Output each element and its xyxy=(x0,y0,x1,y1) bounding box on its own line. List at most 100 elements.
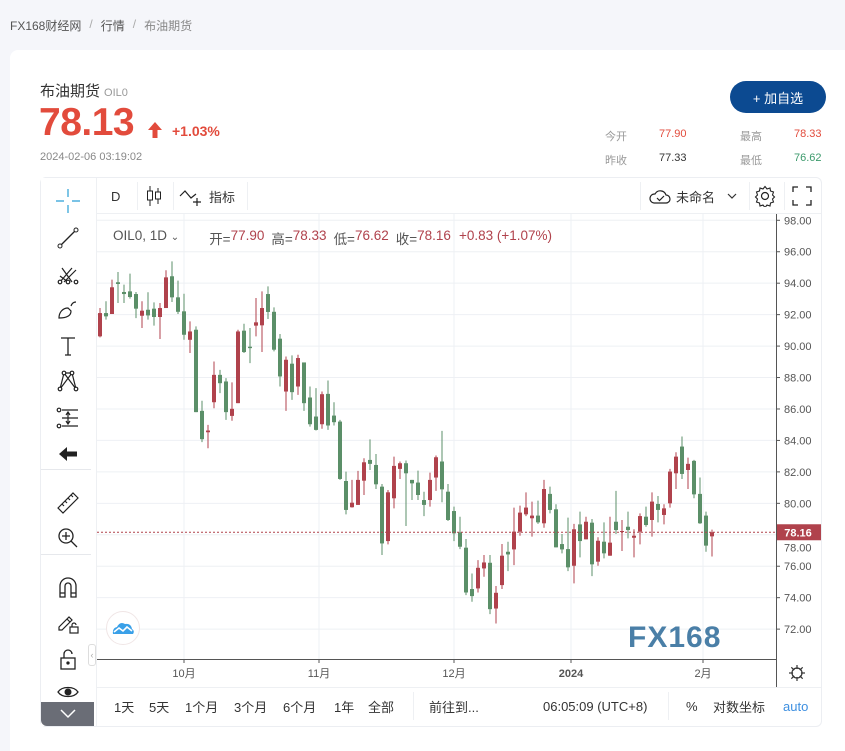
range-1d[interactable]: 1天 xyxy=(114,699,135,715)
candle xyxy=(578,511,582,558)
candle xyxy=(614,490,618,534)
low-label: 最低 xyxy=(740,155,762,167)
candle xyxy=(332,402,336,426)
candle-body xyxy=(626,526,630,531)
toolbar-divider xyxy=(137,182,138,210)
chevron-down-icon xyxy=(59,709,76,719)
y-tick-label: 84.00 xyxy=(784,435,812,447)
candle-body xyxy=(326,393,330,426)
range-6m[interactable]: 6个月 xyxy=(283,699,317,715)
toolbar-toggle-handle[interactable]: ‹ xyxy=(88,644,96,666)
lock-drawings-icon[interactable] xyxy=(54,609,82,637)
candlestick-chart[interactable]: 98.00 96.00 94.00 92.00 90.00 88.00 86.00 84.00… xyxy=(97,214,821,687)
prev-close-label: 昨收 xyxy=(605,155,627,167)
candle-body xyxy=(338,421,342,479)
indicators-button[interactable]: 指标 xyxy=(179,178,235,214)
candle-body xyxy=(212,374,216,403)
interval-button[interactable]: D xyxy=(111,188,121,204)
zoom-in-icon[interactable] xyxy=(54,524,82,552)
candle xyxy=(488,555,492,615)
range-1y[interactable]: 1年 xyxy=(334,699,355,715)
auto-scale-toggle[interactable]: auto xyxy=(783,698,809,714)
candle-body xyxy=(584,521,588,540)
axis-settings-icon[interactable] xyxy=(789,665,805,681)
goto-date-button[interactable]: 前往到... xyxy=(429,699,479,715)
prev-close-value: 77.33 xyxy=(659,152,687,164)
fullscreen-button[interactable] xyxy=(792,178,812,214)
candle-body xyxy=(512,531,516,550)
candle xyxy=(500,544,504,590)
candle xyxy=(470,573,474,602)
unlock-icon[interactable] xyxy=(54,645,82,673)
candle-body xyxy=(278,338,282,377)
candle-type-button[interactable] xyxy=(145,178,163,214)
range-all[interactable]: 全部 xyxy=(368,699,395,715)
breadcrumb-home[interactable]: FX168财经网 xyxy=(10,19,82,33)
candle-body xyxy=(488,562,492,610)
symbol-interval-select[interactable]: OIL0, 1D ⌄ xyxy=(113,228,179,248)
candle xyxy=(278,333,282,387)
layout-save-button[interactable]: 未命名 xyxy=(648,178,739,214)
candle xyxy=(104,301,108,320)
ruler-icon[interactable] xyxy=(54,489,82,517)
eye-icon[interactable] xyxy=(54,678,82,706)
candle-body xyxy=(182,311,186,335)
pattern-icon[interactable] xyxy=(54,367,82,395)
candle-body xyxy=(206,430,210,433)
range-5d[interactable]: 5天 xyxy=(149,699,170,715)
candle xyxy=(458,516,462,550)
magnet-icon[interactable] xyxy=(54,574,82,602)
candle-body xyxy=(164,277,168,309)
range-1m[interactable]: 1个月 xyxy=(185,699,219,715)
candle-body xyxy=(266,294,270,312)
text-icon[interactable] xyxy=(54,332,82,360)
candle xyxy=(314,388,318,431)
candle-body xyxy=(596,540,600,562)
candle xyxy=(692,459,696,499)
candle xyxy=(152,302,156,326)
percent-scale-toggle[interactable]: % xyxy=(686,698,698,714)
y-tick-label: 88.00 xyxy=(784,373,812,385)
collapse-toolbar-button[interactable] xyxy=(41,702,94,726)
candle xyxy=(464,539,468,596)
log-scale-toggle[interactable]: 对数坐标 xyxy=(713,699,766,715)
add-watchlist-button[interactable]: + 加自选 xyxy=(730,81,826,113)
pitchfork-icon[interactable] xyxy=(54,260,82,288)
x-tick-label: 10月 xyxy=(172,668,195,680)
candle-body xyxy=(308,397,312,425)
candle xyxy=(440,430,444,503)
candle-body xyxy=(578,524,582,542)
x-tick-label: 11月 xyxy=(308,668,330,680)
candle xyxy=(218,369,222,394)
candle xyxy=(158,303,162,340)
candle-body xyxy=(620,531,624,533)
range-3m[interactable]: 3个月 xyxy=(234,699,268,715)
candle xyxy=(146,292,150,320)
candle-body xyxy=(638,516,642,532)
trend-line-icon[interactable] xyxy=(54,224,82,252)
fullscreen-icon xyxy=(792,186,812,206)
candle-body xyxy=(374,464,378,485)
candle-body xyxy=(332,415,336,423)
brush-icon[interactable] xyxy=(54,296,82,324)
chevron-down-icon xyxy=(727,193,737,199)
y-tick-label: 78.00 xyxy=(784,542,812,554)
candle xyxy=(560,533,564,554)
toolbar-divider xyxy=(749,182,750,210)
candle xyxy=(380,483,384,556)
breadcrumb-separator: / xyxy=(89,17,93,31)
crosshair-icon[interactable] xyxy=(54,187,82,215)
candle xyxy=(632,529,636,558)
candle-body xyxy=(542,489,546,524)
settings-button[interactable] xyxy=(754,178,776,214)
prediction-icon[interactable] xyxy=(54,404,82,432)
clock-timezone[interactable]: 06:05:09 (UTC+8) xyxy=(543,698,648,714)
candle-body xyxy=(314,416,318,430)
breadcrumb-quotes[interactable]: 行情 xyxy=(100,19,125,33)
candle-body xyxy=(710,532,714,537)
chart-logo-button[interactable] xyxy=(106,611,140,645)
candle-body xyxy=(692,460,696,495)
candle-body xyxy=(656,503,660,510)
arrow-left-icon[interactable] xyxy=(54,440,82,468)
candle-body xyxy=(122,291,126,295)
